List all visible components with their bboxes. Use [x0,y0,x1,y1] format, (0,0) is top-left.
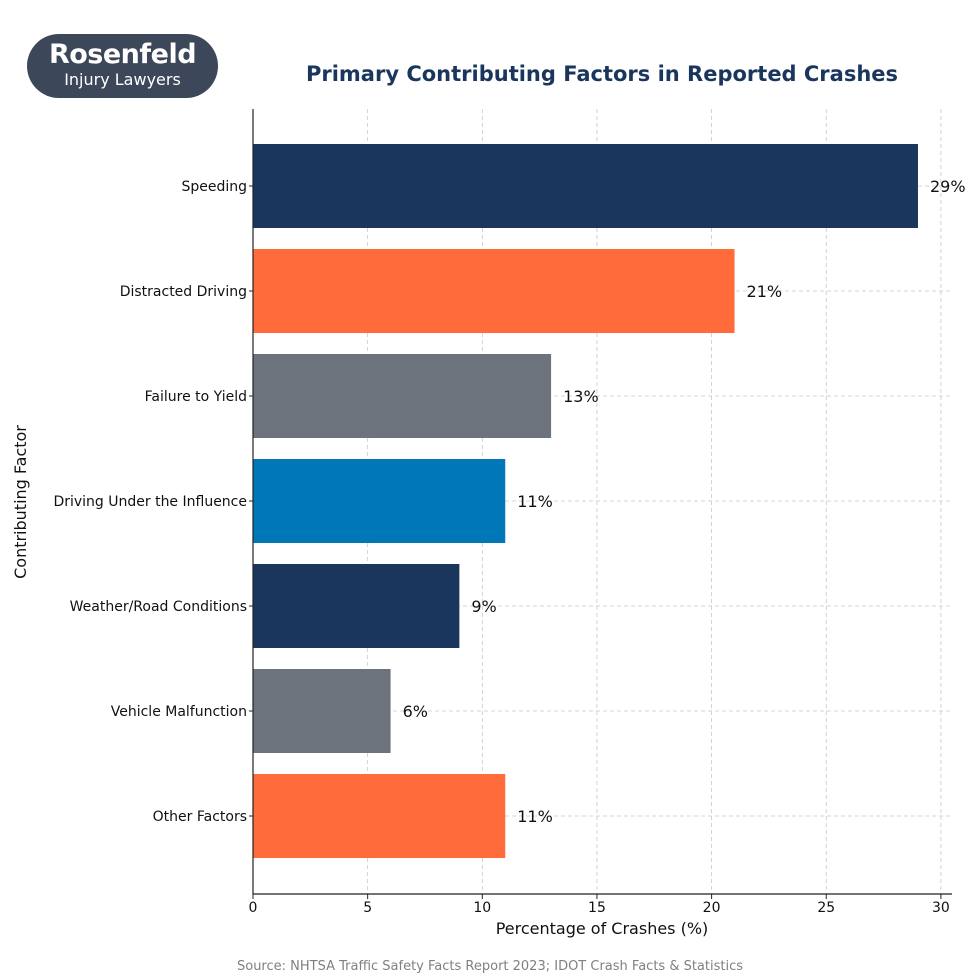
bar [253,564,460,648]
y-tick-label: Vehicle Malfunction [111,704,247,720]
x-tick-label: 25 [817,900,835,916]
y-tick-label: Distracted Driving [120,284,247,300]
logo-brand-text: Rosenfeld [48,39,197,70]
source-note: Source: NHTSA Traffic Safety Facts Repor… [237,959,743,974]
data-label: 6% [403,702,428,721]
bars [253,144,918,858]
logo-sub-text: Injury Lawyers [64,70,181,89]
y-tick-label: Weather/Road Conditions [70,599,247,615]
data-label: 9% [471,597,496,616]
data-label: 21% [747,282,783,301]
x-tick-label: 0 [249,900,258,916]
data-label: 11% [517,807,553,826]
bar [253,144,918,228]
value-labels: 29% 21% 13% 11% 9% 6% 11% [403,177,966,826]
bar [253,459,506,543]
category-labels: Speeding Distracted Driving Failure to Yie… [53,179,253,825]
y-axis-label: Contributing Factor [11,425,30,579]
company-logo: Rosenfeld Injury Lawyers [27,34,218,98]
x-tick-label: 30 [932,900,950,916]
x-tick-label: 15 [588,900,606,916]
x-ticks: 0 5 10 15 20 25 30 [249,894,950,916]
chart-title: Primary Contributing Factors in Reported… [306,62,898,86]
y-tick-label: Other Factors [153,809,247,825]
x-tick-label: 10 [473,900,491,916]
bar [253,354,552,438]
x-axis-label: Percentage of Crashes (%) [496,919,709,938]
y-tick-label: Driving Under the Influence [53,494,247,510]
x-tick-label: 5 [363,900,372,916]
data-label: 11% [517,492,553,511]
bar [253,669,391,753]
bar [253,249,735,333]
x-tick-label: 20 [703,900,721,916]
y-tick-label: Failure to Yield [145,389,247,405]
data-label: 29% [930,177,966,196]
bar [253,774,506,858]
data-label: 13% [563,387,599,406]
y-tick-label: Speeding [181,179,247,195]
